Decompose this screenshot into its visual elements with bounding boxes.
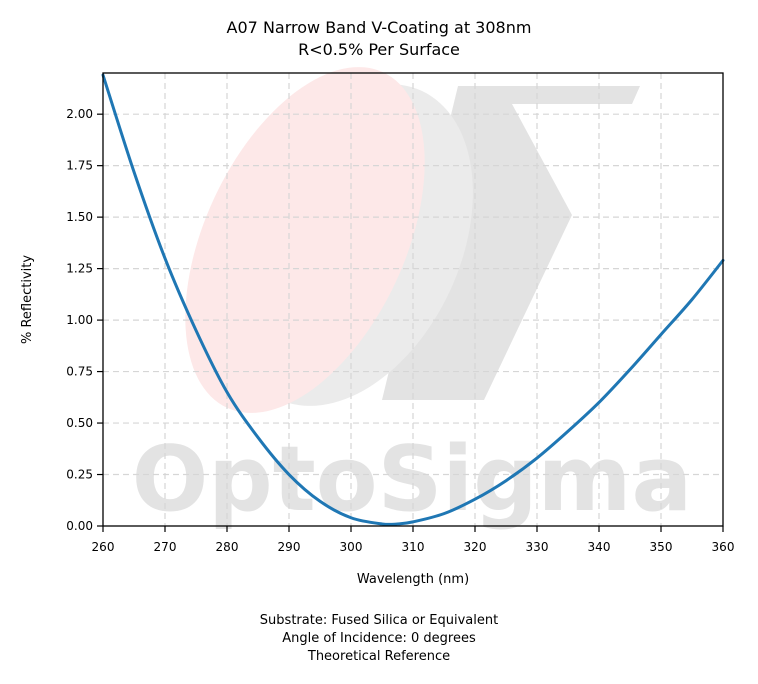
x-tick-label: 350 xyxy=(650,540,673,554)
y-tick-label: 2.00 xyxy=(66,107,93,121)
y-axis: 0.00 0.25 0.50 0.75 1.00 1.25 1.50 1.75 2.00 xyxy=(66,107,103,533)
x-tick-label: 270 xyxy=(154,540,177,554)
y-tick-label: 0.25 xyxy=(66,468,93,482)
y-axis-label: % Reflectivity xyxy=(20,255,35,344)
x-tick-label: 310 xyxy=(402,540,425,554)
x-tick-label: 280 xyxy=(216,540,239,554)
y-tick-label: 1.50 xyxy=(66,210,93,224)
footnote-substrate: Substrate: Fused Silica or Equivalent xyxy=(259,613,499,628)
footnote-reference: Theoretical Reference xyxy=(307,649,451,664)
watermark-text: OptoSigma xyxy=(132,427,692,532)
x-tick-label: 290 xyxy=(278,540,301,554)
x-tick-label: 260 xyxy=(92,540,115,554)
y-tick-label: 0.00 xyxy=(66,519,93,533)
x-tick-label: 340 xyxy=(588,540,611,554)
chart-title-line-1: A07 Narrow Band V-Coating at 308nm xyxy=(226,18,532,37)
x-axis-label: Wavelength (nm) xyxy=(357,572,469,587)
optosigma-watermark: OptoSigma xyxy=(132,67,692,532)
grid-lines xyxy=(103,73,723,526)
x-tick-label: 360 xyxy=(712,540,735,554)
chart-title-line-2: R<0.5% Per Surface xyxy=(298,40,460,59)
reflectivity-curve xyxy=(101,73,725,526)
y-tick-label: 0.50 xyxy=(66,416,93,430)
footnote-angle: Angle of Incidence: 0 degrees xyxy=(282,631,476,646)
x-tick-label: 320 xyxy=(464,540,487,554)
y-tick-label: 0.75 xyxy=(66,365,93,379)
y-tick-label: 1.00 xyxy=(66,313,93,327)
y-tick-label: 1.25 xyxy=(66,262,93,276)
x-axis: 260 270 280 290 300 310 320 330 340 350 360 xyxy=(92,526,735,554)
watermark-accent-ellipse xyxy=(185,67,425,413)
y-tick-label: 1.75 xyxy=(66,159,93,173)
x-tick-label: 300 xyxy=(340,540,363,554)
x-tick-label: 330 xyxy=(526,540,549,554)
